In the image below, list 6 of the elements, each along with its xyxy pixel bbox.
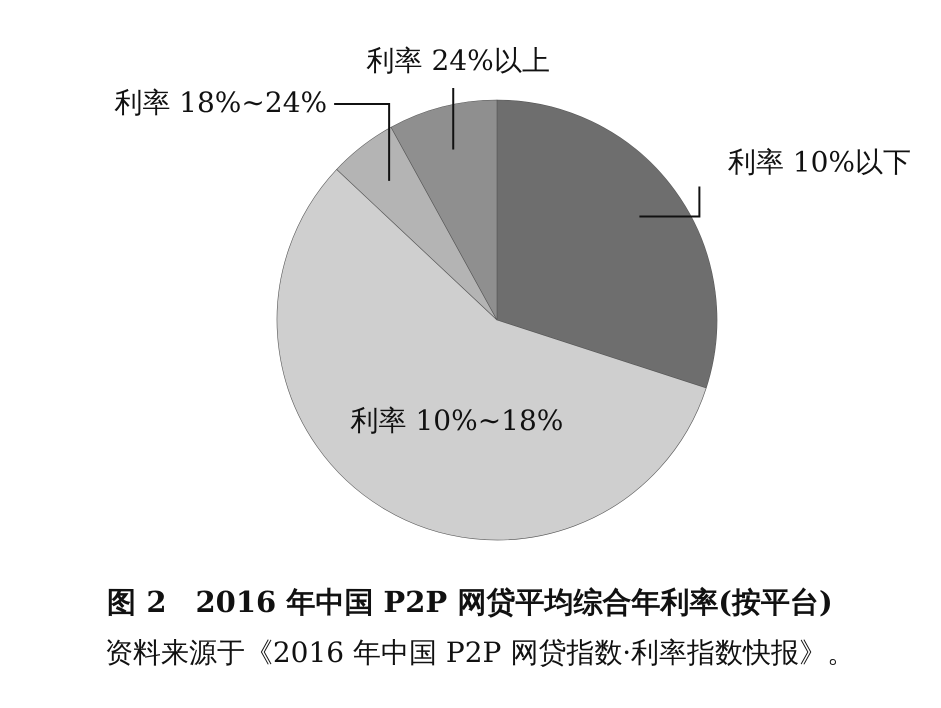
- slice-label: 利率 24%以上: [366, 44, 550, 77]
- text: 资料来源于《2016 年中国 P2P 网贷指数·利率指数快报》。: [104, 636, 856, 669]
- slice-label: 利率 10%~18%: [350, 404, 564, 437]
- slice-label: 利率 10%以下: [728, 146, 911, 179]
- text: 图 2 2016 年中国 P2P 网贷平均综合年利率(按平台): [107, 585, 833, 619]
- slice-label: 利率 18%~24%: [114, 86, 328, 119]
